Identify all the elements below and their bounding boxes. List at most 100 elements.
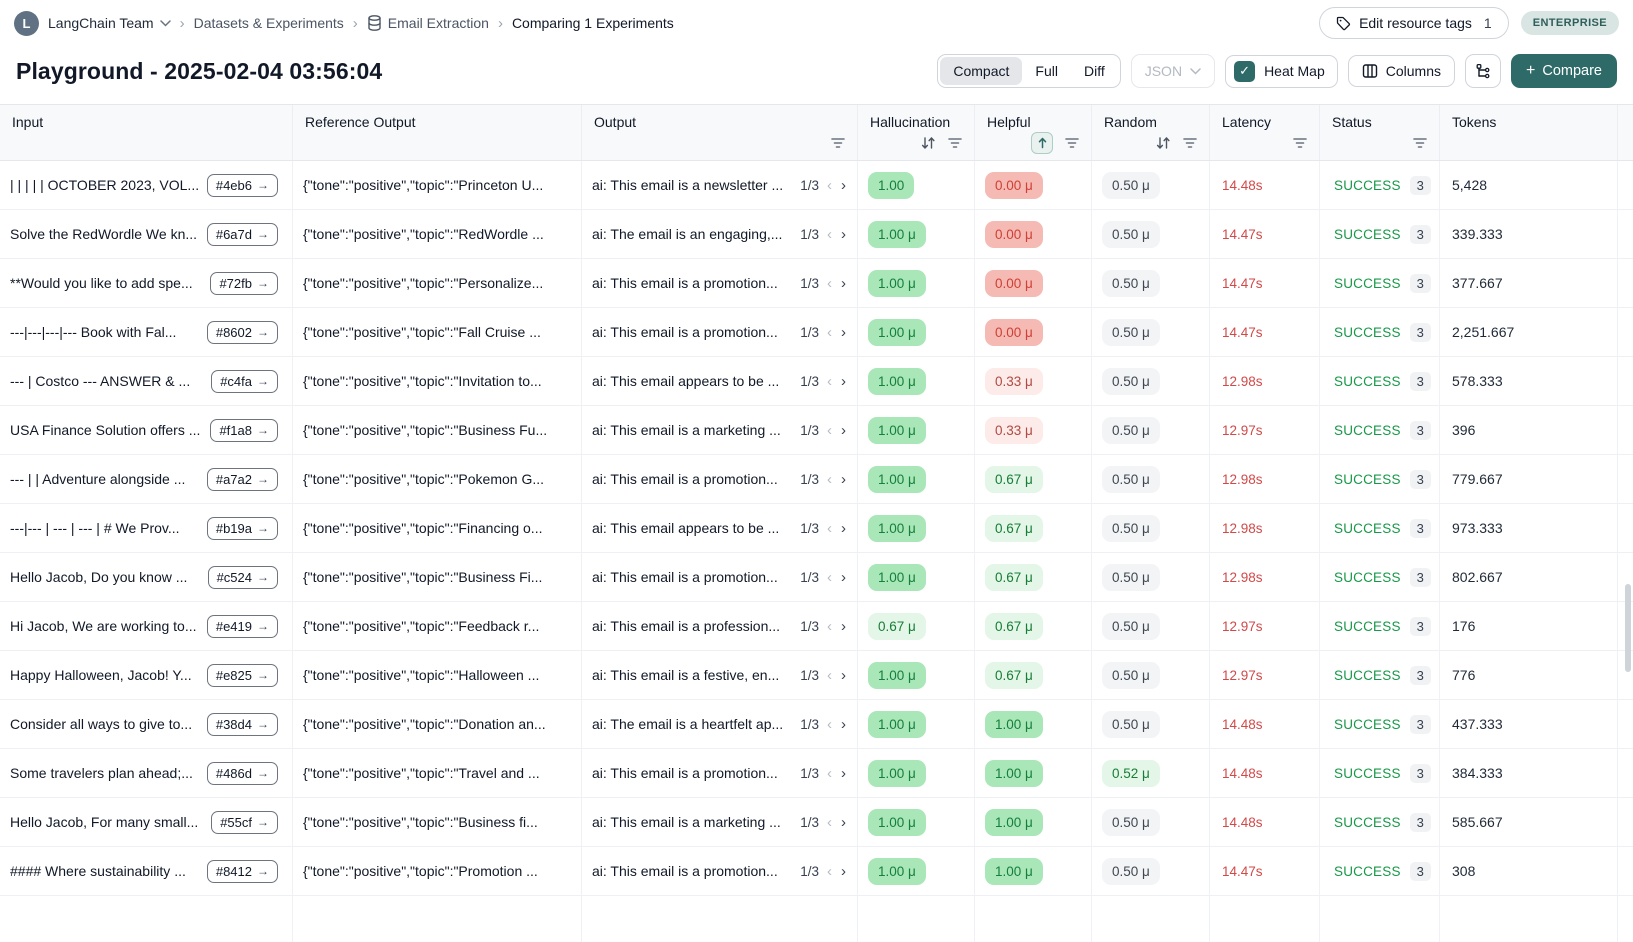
random-score[interactable]: 0.50 μ xyxy=(1102,857,1160,885)
filter-icon[interactable] xyxy=(831,137,845,149)
helpful-score[interactable]: 0.00 μ xyxy=(985,269,1043,297)
pager-prev-icon[interactable]: ‹ xyxy=(827,372,832,390)
hallucination-score[interactable]: 1.00 μ xyxy=(868,416,926,444)
helpful-score[interactable]: 0.33 μ xyxy=(985,367,1043,395)
helpful-score[interactable]: 1.00 μ xyxy=(985,710,1043,738)
pager-prev-icon[interactable]: ‹ xyxy=(827,470,832,488)
breadcrumb-dataset[interactable]: Email Extraction xyxy=(367,15,489,31)
random-score[interactable]: 0.50 μ xyxy=(1102,318,1160,346)
table-row[interactable]: USA Finance Solution offers ... #f1a8 → … xyxy=(0,406,1633,455)
pager-next-icon[interactable]: › xyxy=(841,862,846,880)
helpful-score[interactable]: 1.00 μ xyxy=(985,808,1043,836)
example-link-badge[interactable]: #f1a8 → xyxy=(210,418,278,442)
random-score[interactable]: 0.50 μ xyxy=(1102,220,1160,248)
sort-ascending-active-icon[interactable] xyxy=(1031,132,1053,154)
compare-button[interactable]: + Compare xyxy=(1511,54,1617,88)
helpful-score[interactable]: 0.67 μ xyxy=(985,563,1043,591)
hallucination-score[interactable]: 1.00 μ xyxy=(868,808,926,836)
columns-button[interactable]: Columns xyxy=(1347,55,1456,87)
pager-prev-icon[interactable]: ‹ xyxy=(827,323,832,341)
hallucination-score[interactable]: 1.00 μ xyxy=(868,465,926,493)
example-link-badge[interactable]: #8412 → xyxy=(206,859,278,883)
pager-prev-icon[interactable]: ‹ xyxy=(827,225,832,243)
random-score[interactable]: 0.50 μ xyxy=(1102,367,1160,395)
filter-icon[interactable] xyxy=(1183,137,1197,149)
hallucination-score[interactable]: 1.00 μ xyxy=(868,514,926,542)
pager-next-icon[interactable]: › xyxy=(841,764,846,782)
pager-prev-icon[interactable]: ‹ xyxy=(827,421,832,439)
helpful-score[interactable]: 0.67 μ xyxy=(985,514,1043,542)
pager-prev-icon[interactable]: ‹ xyxy=(827,813,832,831)
helpful-score[interactable]: 1.00 μ xyxy=(985,759,1043,787)
hallucination-score[interactable]: 1.00 μ xyxy=(868,710,926,738)
pager-next-icon[interactable]: › xyxy=(841,421,846,439)
hallucination-score[interactable]: 1.00 μ xyxy=(868,759,926,787)
team-avatar[interactable]: L xyxy=(14,10,39,36)
pager-next-icon[interactable]: › xyxy=(841,372,846,390)
pager-prev-icon[interactable]: ‹ xyxy=(827,862,832,880)
pager-next-icon[interactable]: › xyxy=(841,176,846,194)
helpful-score[interactable]: 0.67 μ xyxy=(985,612,1043,640)
breadcrumb-team[interactable]: LangChain Team xyxy=(48,15,171,31)
heat-map-checkbox[interactable]: ✓ xyxy=(1234,60,1256,82)
table-row[interactable]: #### Where sustainability ... #8412 → {"… xyxy=(0,847,1633,896)
helpful-score[interactable]: 1.00 μ xyxy=(985,857,1043,885)
table-row[interactable] xyxy=(0,896,1633,942)
example-link-badge[interactable]: #e419 → xyxy=(206,614,278,638)
pager-next-icon[interactable]: › xyxy=(841,813,846,831)
filter-icon[interactable] xyxy=(948,137,962,149)
random-score[interactable]: 0.52 μ xyxy=(1102,759,1160,787)
helpful-score[interactable]: 0.67 μ xyxy=(985,661,1043,689)
table-row[interactable]: --- | | Adventure alongside ... #a7a2 → … xyxy=(0,455,1633,504)
pager-next-icon[interactable]: › xyxy=(841,617,846,635)
table-row[interactable]: Hello Jacob, Do you know ... #c524 → {"t… xyxy=(0,553,1633,602)
vertical-scrollbar[interactable] xyxy=(1625,584,1631,672)
example-link-badge[interactable]: #72fb → xyxy=(210,271,278,295)
example-link-badge[interactable]: #c524 → xyxy=(207,565,278,589)
example-link-badge[interactable]: #8602 → xyxy=(206,320,278,344)
random-score[interactable]: 0.50 μ xyxy=(1102,514,1160,542)
helpful-score[interactable]: 0.00 μ xyxy=(985,220,1043,248)
pager-next-icon[interactable]: › xyxy=(841,274,846,292)
table-row[interactable]: ---|--- | --- | --- | # We Prov... #b19a… xyxy=(0,504,1633,553)
example-link-badge[interactable]: #38d4 → xyxy=(206,712,278,736)
pager-prev-icon[interactable]: ‹ xyxy=(827,274,832,292)
helpful-score[interactable]: 0.67 μ xyxy=(985,465,1043,493)
example-link-badge[interactable]: #486d → xyxy=(206,761,278,785)
random-score[interactable]: 0.50 μ xyxy=(1102,710,1160,738)
view-mode-diff[interactable]: Diff xyxy=(1083,63,1105,79)
table-row[interactable]: | | | | | OCTOBER 2023, VOL... #4eb6 → {… xyxy=(0,161,1633,210)
hallucination-score[interactable]: 1.00 μ xyxy=(868,318,926,346)
table-row[interactable]: Happy Halloween, Jacob! Y... #e825 → {"t… xyxy=(0,651,1633,700)
hallucination-score[interactable]: 1.00 μ xyxy=(868,269,926,297)
edit-resource-tags-button[interactable]: Edit resource tags 1 xyxy=(1319,7,1509,39)
pager-next-icon[interactable]: › xyxy=(841,519,846,537)
pager-prev-icon[interactable]: ‹ xyxy=(827,568,832,586)
example-link-badge[interactable]: #4eb6 → xyxy=(206,173,278,197)
random-score[interactable]: 0.50 μ xyxy=(1102,269,1160,297)
pager-next-icon[interactable]: › xyxy=(841,666,846,684)
hallucination-score[interactable]: 0.67 μ xyxy=(868,612,926,640)
pager-next-icon[interactable]: › xyxy=(841,715,846,733)
hallucination-score[interactable]: 1.00 μ xyxy=(868,661,926,689)
view-mode-compact[interactable]: Compact xyxy=(940,57,1023,85)
table-row[interactable]: Some travelers plan ahead;... #486d → {"… xyxy=(0,749,1633,798)
random-score[interactable]: 0.50 μ xyxy=(1102,612,1160,640)
sort-icon[interactable] xyxy=(920,136,936,150)
hallucination-score[interactable]: 1.00 μ xyxy=(868,857,926,885)
table-row[interactable]: --- | Costco --- ANSWER & ... #c4fa → {"… xyxy=(0,357,1633,406)
pager-prev-icon[interactable]: ‹ xyxy=(827,519,832,537)
example-link-badge[interactable]: #c4fa → xyxy=(211,369,278,393)
filter-icon[interactable] xyxy=(1413,137,1427,149)
pager-next-icon[interactable]: › xyxy=(841,470,846,488)
pager-next-icon[interactable]: › xyxy=(841,323,846,341)
table-row[interactable]: Consider all ways to give to... #38d4 → … xyxy=(0,700,1633,749)
example-link-badge[interactable]: #6a7d → xyxy=(206,222,278,246)
hallucination-score[interactable]: 1.00 μ xyxy=(868,563,926,591)
filter-icon[interactable] xyxy=(1293,137,1307,149)
random-score[interactable]: 0.50 μ xyxy=(1102,171,1160,199)
view-mode-full[interactable]: Full xyxy=(1035,63,1058,79)
hallucination-score[interactable]: 1.00 xyxy=(868,171,915,199)
pager-next-icon[interactable]: › xyxy=(841,225,846,243)
heat-map-toggle[interactable]: ✓ Heat Map xyxy=(1225,54,1338,88)
